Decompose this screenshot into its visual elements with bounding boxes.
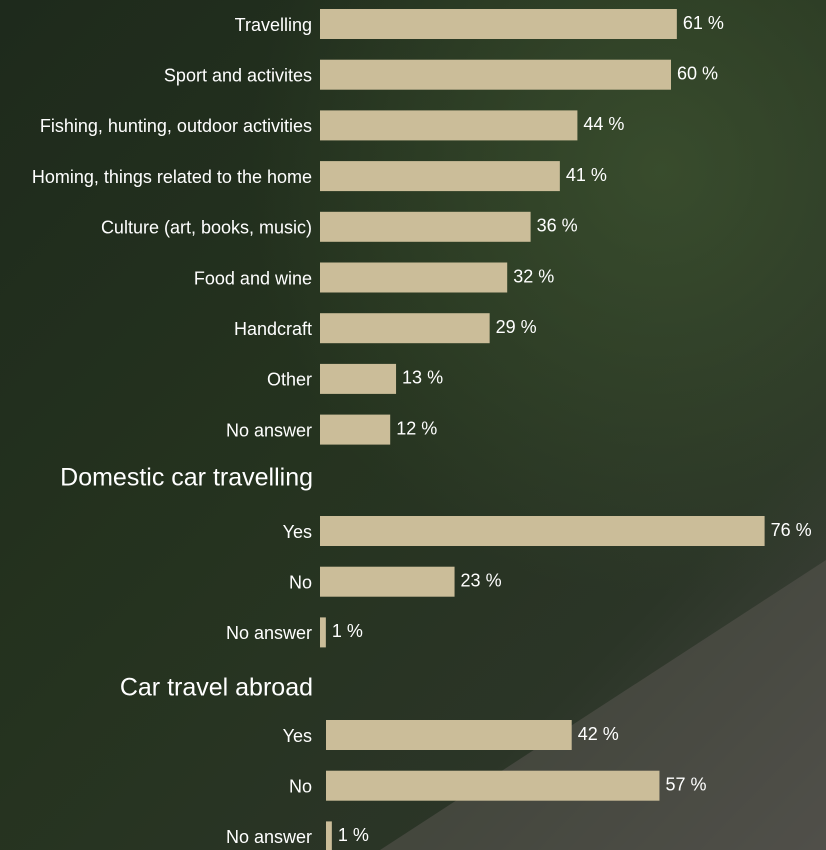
bar	[320, 60, 671, 90]
chart-title: Car travel abroad	[120, 674, 313, 702]
category-label: Travelling	[235, 15, 312, 35]
bar	[320, 516, 765, 546]
bar	[320, 567, 455, 597]
value-label: 13 %	[402, 368, 443, 388]
category-label: Yes	[283, 522, 312, 542]
infographic: Travelling 61 % Sport and activites 60 % Fis…	[0, 0, 826, 850]
value-label: 1 %	[332, 621, 363, 641]
value-label: 42 %	[578, 724, 619, 744]
bar	[320, 9, 677, 39]
chart-title: Domestic car travelling	[60, 464, 313, 492]
page: Travelling 61 % Sport and activites 60 % Fis…	[0, 0, 826, 850]
category-label: Other	[267, 370, 312, 390]
bar	[326, 821, 332, 850]
category-label: Culture (art, books, music)	[101, 218, 312, 238]
bar	[320, 263, 507, 293]
bar	[326, 720, 572, 750]
category-label: No	[289, 572, 312, 592]
category-label: No answer	[226, 623, 312, 643]
bar	[320, 415, 390, 445]
bar	[320, 617, 326, 647]
value-label: 12 %	[396, 418, 437, 438]
bar	[320, 110, 577, 140]
bar	[320, 313, 490, 343]
value-label: 60 %	[677, 63, 718, 83]
value-label: 23 %	[461, 570, 502, 590]
category-label: Fishing, hunting, outdoor activities	[40, 116, 312, 136]
bar	[326, 771, 659, 801]
bar	[320, 364, 396, 394]
category-label: Yes	[283, 726, 312, 746]
category-label: No answer	[226, 420, 312, 440]
value-label: 32 %	[513, 266, 554, 286]
category-label: Sport and activites	[164, 65, 312, 85]
value-label: 76 %	[771, 520, 812, 540]
value-label: 29 %	[496, 317, 537, 337]
bar	[320, 161, 560, 191]
value-label: 1 %	[338, 825, 369, 845]
value-label: 44 %	[583, 114, 624, 134]
value-label: 61 %	[683, 13, 724, 33]
value-label: 41 %	[566, 165, 607, 185]
bar	[320, 212, 531, 242]
value-label: 57 %	[665, 774, 706, 794]
value-label: 36 %	[537, 216, 578, 236]
category-label: Handcraft	[234, 319, 312, 339]
category-label: Homing, things related to the home	[32, 167, 312, 187]
category-label: No answer	[226, 827, 312, 847]
category-label: Food and wine	[194, 268, 312, 288]
category-label: No	[289, 776, 312, 796]
